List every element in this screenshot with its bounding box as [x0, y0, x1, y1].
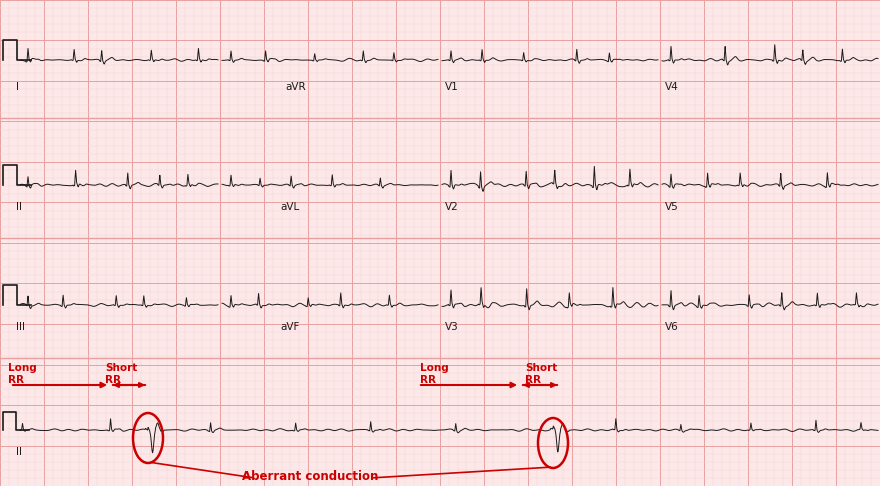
Text: Short
RR: Short RR [525, 363, 557, 384]
Text: Short
RR: Short RR [105, 363, 137, 384]
Text: III: III [16, 322, 25, 332]
Text: aVL: aVL [280, 202, 299, 212]
Text: V4: V4 [665, 82, 678, 92]
Text: V2: V2 [445, 202, 458, 212]
Text: aVR: aVR [285, 82, 305, 92]
Text: Long
RR: Long RR [8, 363, 37, 384]
Text: V5: V5 [665, 202, 678, 212]
Text: II: II [16, 202, 22, 212]
Text: V1: V1 [445, 82, 458, 92]
Text: Long
RR: Long RR [420, 363, 449, 384]
Text: aVF: aVF [280, 322, 299, 332]
Text: V6: V6 [665, 322, 678, 332]
Text: Aberrant conduction: Aberrant conduction [242, 470, 378, 483]
Text: I: I [16, 82, 19, 92]
Text: II: II [16, 447, 22, 457]
Text: V3: V3 [445, 322, 458, 332]
